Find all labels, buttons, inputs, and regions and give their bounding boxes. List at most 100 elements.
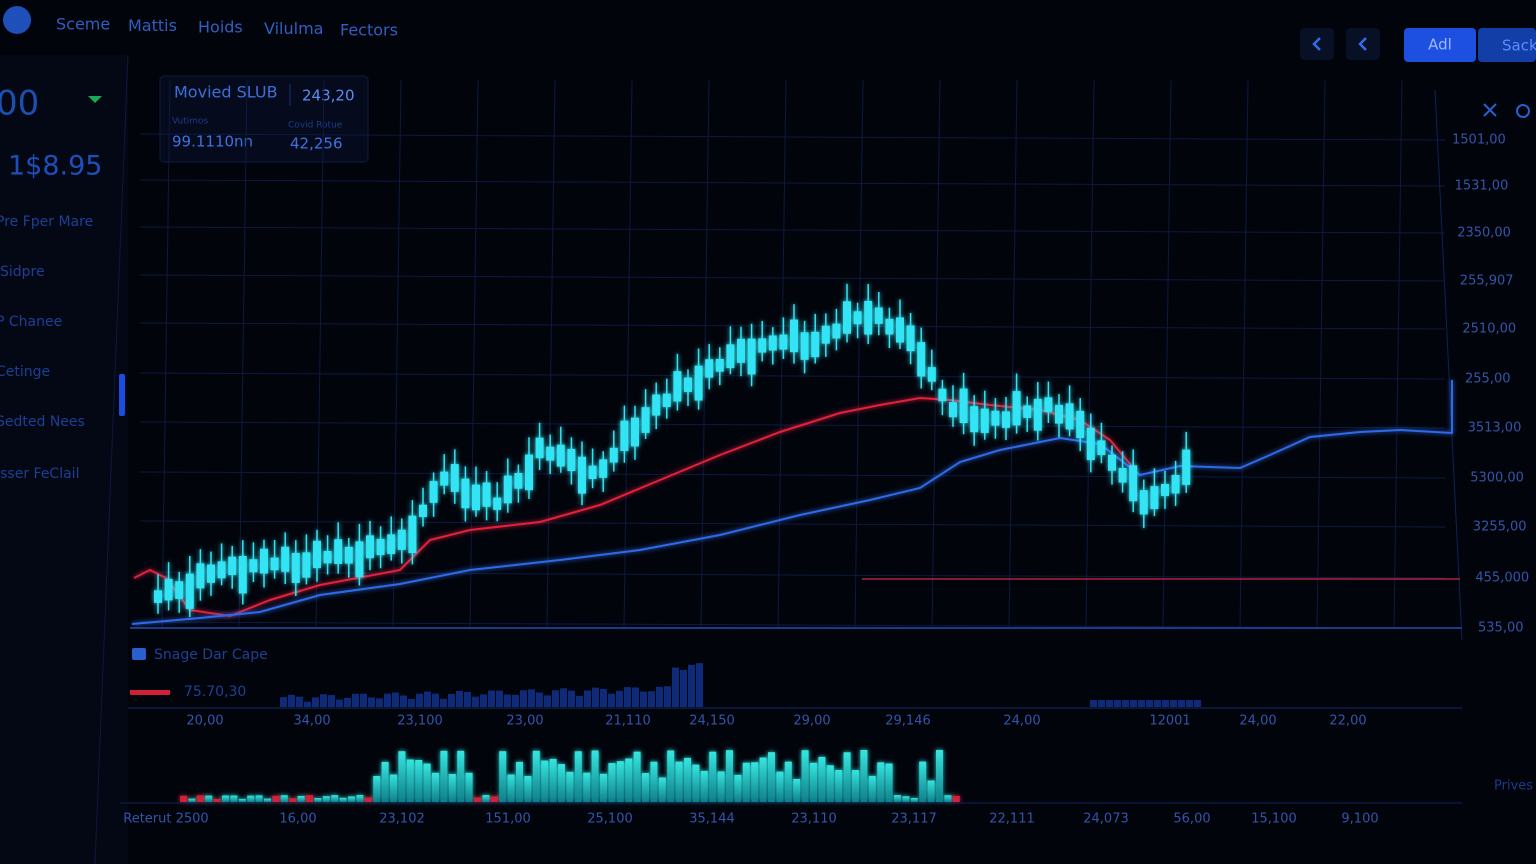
candle-body: [1129, 465, 1138, 502]
candlesticks: [154, 283, 1191, 618]
volume-bar: [408, 698, 415, 707]
candle-body: [800, 332, 809, 360]
info-label: Covid Rotue: [288, 121, 343, 131]
candle-body: [196, 563, 205, 589]
volume-bar: [1098, 700, 1105, 707]
x-label: 23,100: [397, 714, 443, 729]
nav-item[interactable]: Hoids: [198, 18, 243, 37]
grid-line: [139, 226, 1446, 234]
volume-bar: [658, 777, 666, 802]
info-label: Vutimos: [172, 117, 209, 127]
volume-bar: [910, 797, 918, 802]
volume-bar: [180, 795, 187, 802]
nav-item[interactable]: Sceme: [56, 15, 110, 34]
volume-bar: [528, 689, 535, 707]
menu-item[interactable]: Sedted Nees: [0, 414, 85, 430]
volume-bar: [1154, 700, 1161, 707]
candle-body: [461, 478, 470, 509]
menu-item[interactable]: Isser FeClail: [0, 466, 79, 482]
volume-bar: [667, 750, 675, 802]
add-button[interactable]: [1404, 28, 1476, 62]
candle-body: [747, 338, 756, 375]
volume-bar: [512, 694, 519, 707]
candle-body: [493, 497, 502, 510]
grid-line: [139, 520, 1446, 528]
logo[interactable]: [3, 6, 31, 34]
candle-body: [472, 484, 480, 511]
volume-bar: [894, 795, 901, 802]
nav-item[interactable]: Mattis: [128, 16, 177, 35]
volume-bar: [642, 773, 649, 802]
grid-line: [139, 471, 1446, 479]
price-label: 255,907: [1460, 274, 1514, 289]
close-icon[interactable]: [1483, 103, 1497, 117]
volume-bar: [423, 763, 431, 802]
grid-line: [1008, 79, 1018, 629]
volume-bar: [360, 693, 367, 707]
settings-icon[interactable]: [1516, 104, 1530, 118]
candle-body: [758, 338, 767, 353]
nav-item[interactable]: Fectors: [340, 21, 398, 40]
candle-body: [609, 447, 618, 463]
menu-item[interactable]: P Chanee: [0, 314, 62, 330]
volume-bar: [608, 693, 615, 707]
volume-bar: [524, 775, 532, 802]
volume-bar: [314, 798, 322, 802]
nav-item[interactable]: Vilulma: [264, 19, 323, 38]
info-value: 243,20: [302, 87, 355, 105]
volume-bar: [424, 691, 431, 707]
volume-bar: [222, 795, 229, 802]
volume-bar: [568, 690, 575, 707]
prev-button[interactable]: [1346, 28, 1380, 60]
sack-button[interactable]: [1478, 28, 1536, 62]
x-label: 24,00: [1003, 714, 1040, 729]
grid-line: [623, 79, 633, 629]
candle-body: [811, 331, 820, 358]
candle-body: [705, 359, 714, 378]
candle-body: [1044, 397, 1053, 412]
volume-bar: [768, 752, 775, 802]
grid-line: [546, 79, 556, 629]
volume-bar: [440, 750, 448, 802]
volume-bar: [751, 762, 759, 802]
volume-bar: [700, 770, 708, 802]
volume-bar: [288, 694, 295, 707]
legend-title: Snage Dar Cape: [154, 647, 268, 663]
volume-bar: [688, 664, 695, 707]
volume-bar: [1194, 700, 1201, 707]
volume-bar: [692, 764, 700, 802]
candle-body: [355, 541, 364, 578]
candle-body: [302, 552, 311, 578]
volume-bar: [247, 795, 255, 802]
price: 1$8.95: [8, 151, 102, 182]
info-box: [159, 75, 369, 163]
candle-body: [768, 335, 777, 351]
price-label: 3255,00: [1473, 520, 1527, 535]
volume-bar: [1090, 700, 1097, 707]
x-label: 34,00: [293, 714, 330, 729]
back-button[interactable]: [1300, 28, 1334, 60]
x-label: 29,00: [793, 714, 830, 729]
x-label: 12001: [1149, 714, 1190, 729]
volume-bar: [297, 795, 305, 802]
volume-bar: [583, 772, 591, 802]
grid-line: [139, 372, 1446, 380]
menu-item[interactable]: Cetinge: [0, 364, 50, 380]
volume-bar: [541, 760, 549, 802]
menu-item[interactable]: Sidpre: [0, 264, 45, 280]
volume-bar: [759, 757, 767, 802]
volume-bar: [507, 774, 515, 802]
volume-bar: [480, 694, 487, 707]
volume-bar: [472, 696, 479, 707]
volume-bar: [352, 693, 359, 707]
candle-body: [1097, 440, 1106, 456]
volume-bar: [400, 695, 407, 707]
grid-line: [1162, 79, 1172, 629]
x-label: 29,146: [885, 714, 931, 729]
candle-body: [578, 456, 586, 494]
grid-line: [1085, 79, 1095, 629]
candle-body: [694, 365, 703, 401]
x-label: 151,00: [485, 812, 531, 827]
volume-bar: [776, 771, 784, 802]
